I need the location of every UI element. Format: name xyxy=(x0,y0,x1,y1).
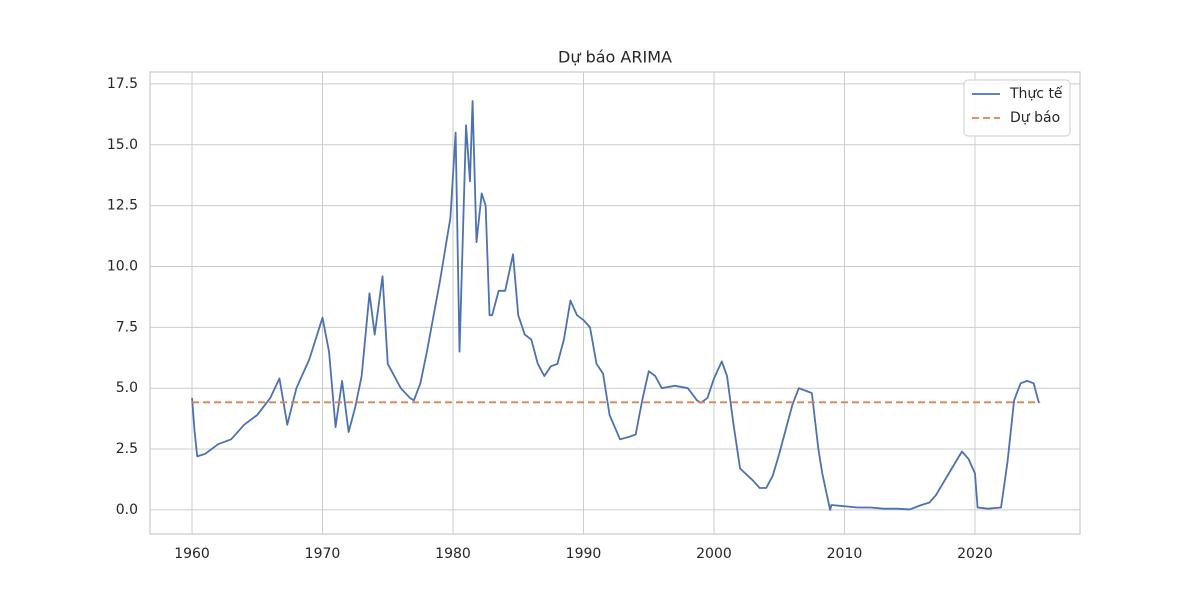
series-line xyxy=(191,100,1040,511)
x-tick-label: 2000 xyxy=(696,546,732,562)
y-tick-label: 5.0 xyxy=(116,380,138,396)
y-tick-label: 2.5 xyxy=(116,441,138,457)
legend-label: Dự báo xyxy=(1010,110,1060,126)
x-tick-label: 2020 xyxy=(957,546,993,562)
legend-label: Thực tế xyxy=(1009,85,1063,102)
y-tick-label: 0.0 xyxy=(116,502,138,518)
plot-frame xyxy=(149,71,1081,535)
y-tick-label: 15.0 xyxy=(107,137,138,153)
chart-title: Dự báo ARIMA xyxy=(558,48,672,67)
x-tick-label: 1980 xyxy=(435,546,471,562)
y-tick-label: 12.5 xyxy=(107,198,138,214)
x-tick-label: 1990 xyxy=(566,546,602,562)
y-tick-label: 17.5 xyxy=(107,76,138,92)
x-tick-label: 2010 xyxy=(827,546,863,562)
x-tick-label: 1960 xyxy=(174,546,210,562)
x-tick-label: 1970 xyxy=(305,546,341,562)
y-tick-label: 7.5 xyxy=(116,319,138,335)
y-tick-label: 10.0 xyxy=(107,258,138,274)
